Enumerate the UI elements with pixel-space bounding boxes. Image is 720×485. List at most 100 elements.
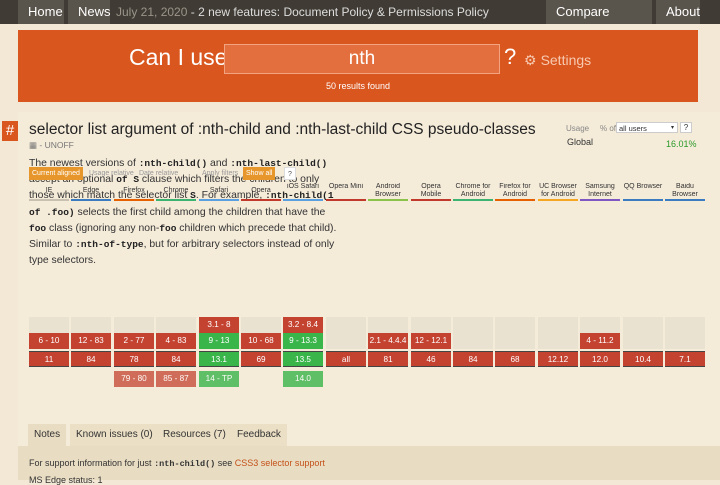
tab-known-issues[interactable]: Known issues (0) [70,424,159,446]
version-cell-empty [538,333,578,349]
usage-help-button[interactable]: ? [680,122,692,133]
nav-home-link[interactable]: Home [18,0,64,24]
browser-header: Baidu Browser [672,183,698,198]
version-cell-empty [495,333,535,349]
news-separator: - [187,5,199,19]
current-version-cell[interactable]: 78 [114,351,154,367]
current-version-cell[interactable]: 11 [29,351,69,367]
tab-bar: Notes Known issues (0) Resources (7) Fee… [18,424,720,446]
version-cell[interactable]: 4 - 11.2 [580,333,620,349]
apply-filters-button[interactable]: Apply filters [202,170,239,177]
feature-title[interactable]: selector list argument of :nth-child and… [29,121,536,138]
current-version-cell[interactable]: 13.1 [199,351,239,367]
description-text: class (ignoring any non- [46,222,160,234]
version-cell[interactable]: 9 - 13.3 [283,333,323,349]
version-cell-empty [580,317,620,333]
date-relative-button[interactable]: Date relative [139,170,179,177]
news-ticker[interactable]: July 21, 2020 - 2 new features: Document… [116,0,489,24]
current-version-cell[interactable]: 7.1 [665,351,705,367]
current-version-cell[interactable]: 13.5 [283,351,323,367]
settings-button[interactable]: ⚙ Settings [524,52,591,69]
version-cell[interactable]: 3.2 - 8.4 [283,317,323,333]
browser-header: Firefox [123,187,145,194]
current-version-cell[interactable]: 68 [495,351,535,367]
spec-status[interactable]: ▦ - UNOFF [29,140,74,151]
global-usage-value: 16.01% [666,139,697,149]
tab-resources[interactable]: Resources (7) [157,424,232,446]
current-version-cell[interactable]: 12.0 [580,351,620,367]
browser-header: Firefox for Android [499,183,531,198]
help-button[interactable]: ? [504,44,517,69]
feature-description: The newest versions of :nth-child() and … [29,156,344,269]
future-version-cell[interactable]: 85 - 87 [156,371,196,387]
browser-color-bar [156,199,196,201]
future-version-cell[interactable]: 79 - 80 [114,371,154,387]
version-cell-empty [326,317,366,333]
feature-anchor-link[interactable]: # [2,121,18,141]
nav-about-link[interactable]: About [656,0,700,24]
usage-relative-button[interactable]: Usage relative [89,170,134,177]
current-version-cell[interactable]: 69 [241,351,281,367]
current-version-cell[interactable]: 84 [156,351,196,367]
future-version-cell[interactable]: 14.0 [283,371,323,387]
browser-color-bar [199,199,239,201]
settings-label: Settings [540,52,592,68]
chevron-down-icon: ▾ [670,125,674,131]
description-text: children which precede that child). Simi… [29,222,337,251]
current-version-cell[interactable]: 12.12 [538,351,578,367]
version-cell-empty [29,317,69,333]
tab-feedback[interactable]: Feedback [231,424,287,446]
version-cell-empty [623,317,663,333]
global-usage-label: Global [567,137,594,147]
version-cell[interactable]: 3.1 - 8 [199,317,239,333]
nav-news-link[interactable]: News [68,0,111,24]
description-code: :nth-child(1 of .foo) [29,190,334,218]
version-cell[interactable]: 12 - 83 [71,333,111,349]
description-text: selects the first child among the childr… [74,206,326,218]
future-version-cell[interactable]: 14 - TP [199,371,239,387]
version-cell[interactable]: 10 - 68 [241,333,281,349]
description-text: The newest versions of [29,158,139,169]
version-cell[interactable]: 2 - 77 [114,333,154,349]
browser-color-bar [453,199,493,201]
usage-select[interactable]: all users ▾ [616,122,678,133]
browser-header: iOS Safari [287,183,319,190]
version-cell[interactable]: 12 - 12.1 [411,333,451,349]
description-text: . For example, [195,190,266,202]
tab-notes[interactable]: Notes [28,424,67,446]
nav-compare-link[interactable]: Compare browsers [546,0,652,43]
version-cell-empty [241,317,281,333]
version-cell[interactable]: 9 - 13 [199,333,239,349]
news-headline[interactable]: 2 new features: Document Policy & Permis… [198,5,489,19]
version-cell-empty [156,317,196,333]
version-cell[interactable]: 2.1 - 4.4.4 [368,333,408,349]
current-version-cell[interactable]: 84 [71,351,111,367]
current-aligned-button[interactable]: Current aligned [29,167,83,180]
site-title: Can I use [129,44,228,70]
show-all-button[interactable]: Show all [243,167,276,180]
browser-color-bar [580,199,620,201]
description-text: , but for arbitrary selectors instead of… [29,239,335,267]
browser-color-bar [114,199,154,201]
browser-color-bar [495,199,535,201]
browser-header: Safari [209,187,229,194]
search-input[interactable]: nth [224,44,500,74]
version-cell[interactable]: 4 - 83 [156,333,196,349]
current-version-cell[interactable]: 46 [411,351,451,367]
description-code: :nth-last-child() [230,158,328,169]
browser-header: Edge [82,187,100,194]
filters-help-button[interactable]: ? [284,167,296,180]
current-version-cell[interactable]: 81 [368,351,408,367]
css3-selector-support-link[interactable]: CSS3 selector support [234,458,325,468]
description-code: of S [116,174,140,186]
browser-color-bar [665,199,705,201]
browser-header: IE [45,187,53,194]
current-version-cell[interactable]: all [326,351,366,367]
version-cell-empty [623,333,663,349]
version-cell[interactable]: 6 - 10 [29,333,69,349]
current-version-cell[interactable]: 84 [453,351,493,367]
note-text-mid: see [215,458,235,468]
current-version-cell[interactable]: 10.4 [623,351,663,367]
browser-color-bar [283,199,323,201]
news-date: July 21, 2020 [116,5,188,19]
